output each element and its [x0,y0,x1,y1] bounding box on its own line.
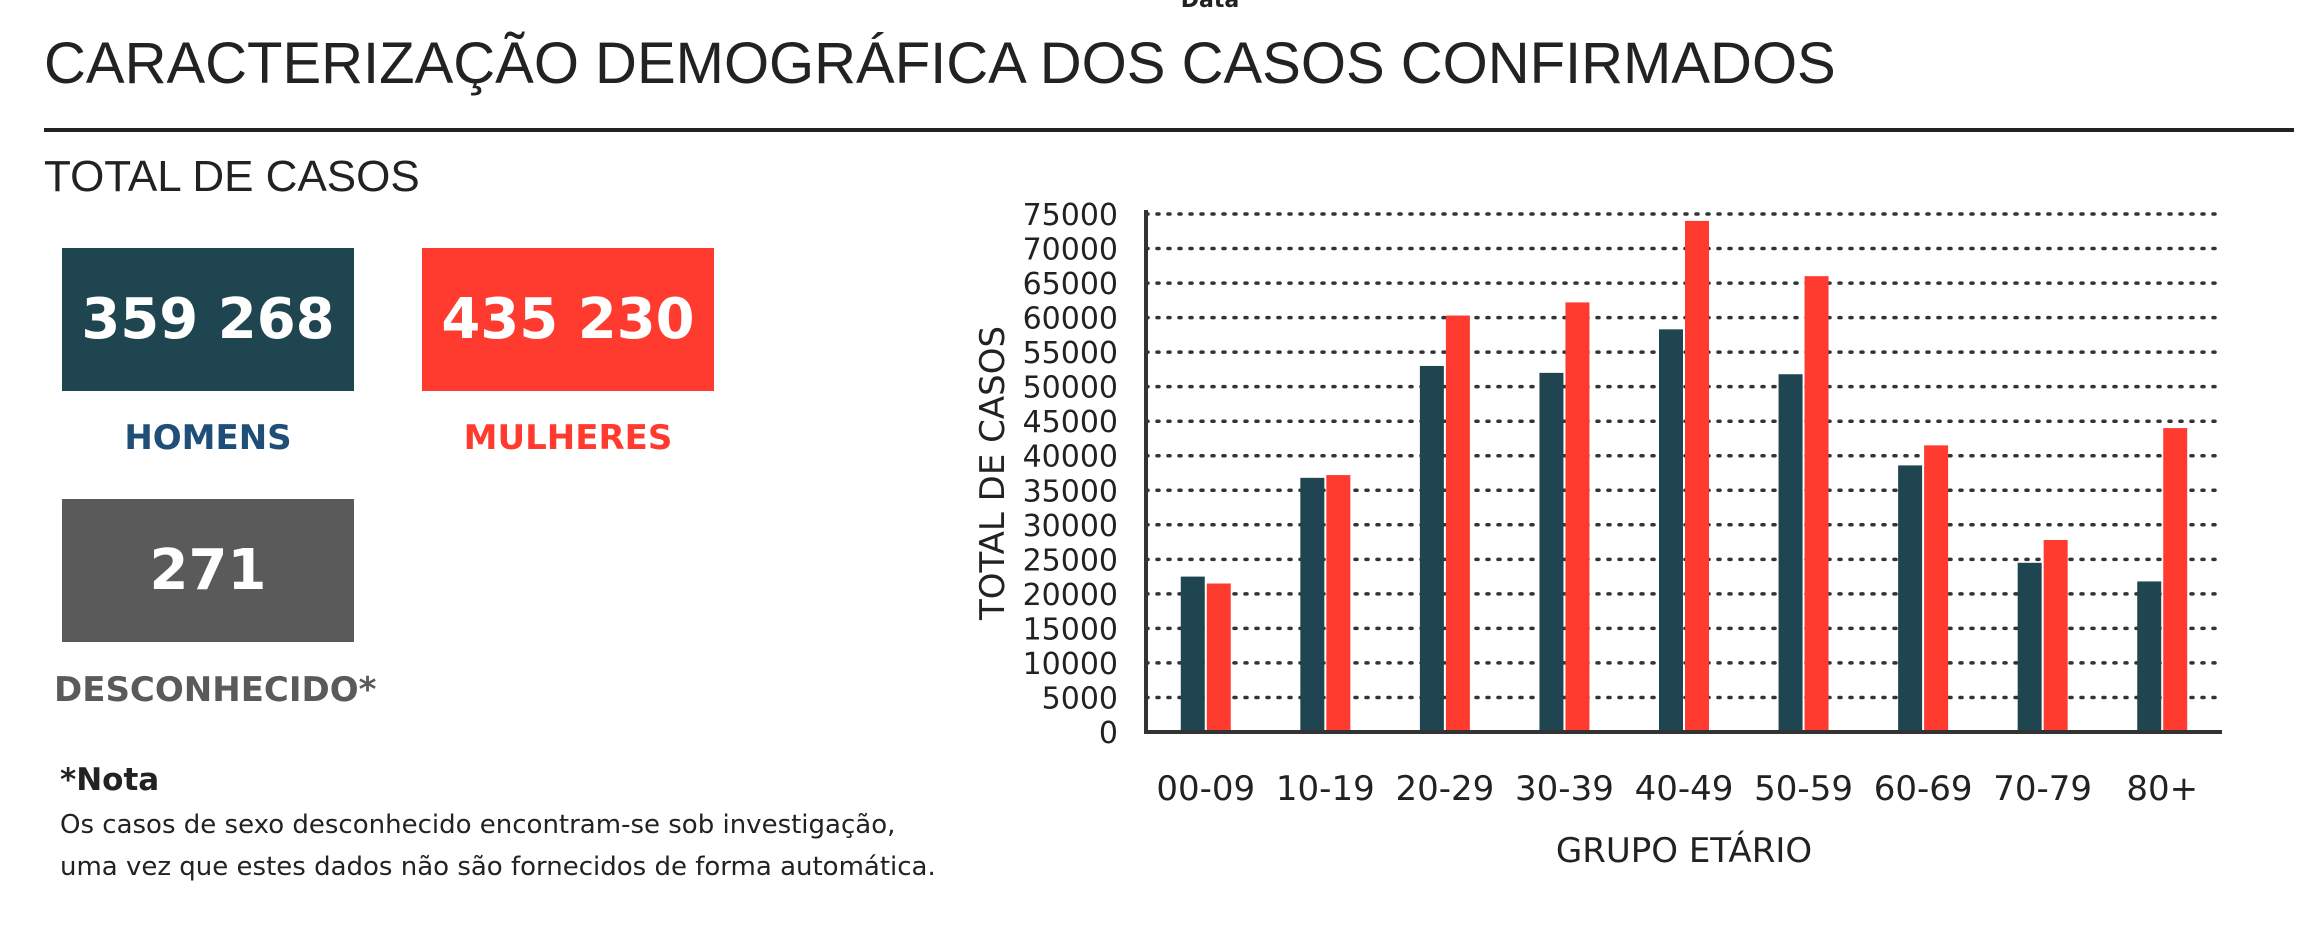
bar-series-2-80+ [2163,428,2188,732]
women-label: MULHERES [463,418,673,458]
bar-series-1-30-39 [1539,372,1564,732]
unknown-total-value: 271 [149,538,267,603]
x-tick-label: 40-49 [1635,769,1734,809]
note-heading: *Nota [60,762,160,798]
bar-series-2-40-49 [1685,220,1709,732]
chart-bars [1180,220,2188,732]
y-tick-label: 75000 [1023,198,1118,233]
x-axis-title: GRUPO ETÁRIO [1556,830,1812,871]
x-tick-label: 60-69 [1874,769,1973,809]
women-total-card: 435 230 [422,248,714,391]
bar-series-1-50-59 [1778,374,1803,732]
y-tick-label: 15000 [1023,612,1118,647]
bar-series-1-60-69 [1898,465,1923,732]
x-tick-label: 80+ [2126,769,2198,809]
bar-series-1-10-19 [1300,477,1325,732]
chart-labels: 0500010000150002000025000300003500040000… [973,198,2198,871]
page-title: CARACTERIZAÇÃO DEMOGRÁFICA DOS CASOS CON… [44,31,1836,96]
chart-gridlines [1144,212,2224,700]
y-tick-label: 10000 [1023,647,1118,682]
bar-series-2-30-39 [1565,302,1590,732]
bar-series-1-00-09 [1180,576,1205,732]
bar-series-2-60-69 [1924,445,1949,732]
y-tick-label: 30000 [1023,509,1118,544]
bar-series-2-10-19 [1326,475,1351,732]
note-line-1: Os casos de sexo desconhecido encontram-… [60,810,896,840]
unknown-total-card: 271 [62,499,354,642]
men-label: HOMENS [124,418,292,458]
y-tick-label: 0 [1099,716,1118,751]
y-tick-label: 25000 [1023,543,1118,578]
men-total-value: 359 268 [81,287,335,352]
x-tick-label: 50-59 [1754,769,1853,809]
bar-series-1-80+ [2137,581,2162,732]
x-tick-label: 30-39 [1515,769,1614,809]
x-tick-label: 70-79 [1993,769,2092,809]
x-tick-label: 00-09 [1156,769,1255,809]
bar-series-1-20-29 [1419,365,1444,732]
y-tick-label: 65000 [1023,267,1118,302]
y-tick-label: 55000 [1023,336,1118,371]
y-axis-title: TOTAL DE CASOS [973,326,1013,621]
bar-series-2-70-79 [2043,539,2068,732]
y-tick-label: 20000 [1023,578,1118,613]
x-tick-label: 10-19 [1276,769,1375,809]
bar-series-1-40-49 [1659,329,1683,732]
x-tick-label: 20-29 [1395,769,1494,809]
y-tick-label: 45000 [1023,405,1118,440]
chart-axes [1144,210,2222,734]
bar-series-2-00-09 [1206,583,1231,732]
women-total-value: 435 230 [441,287,695,352]
y-tick-label: 40000 [1023,440,1118,475]
y-tick-label: 70000 [1023,233,1118,268]
unknown-label: DESCONHECIDO* [54,670,377,710]
men-total-card: 359 268 [62,248,354,391]
section-title: TOTAL DE CASOS [44,152,420,201]
y-tick-label: 50000 [1023,371,1118,406]
top-cut-text: Data [1180,0,1240,13]
title-divider [44,128,2294,132]
y-tick-label: 5000 [1042,681,1118,716]
bar-series-2-20-29 [1445,315,1470,732]
note-line-2: uma vez que estes dados não são fornecid… [60,852,936,882]
y-tick-label: 35000 [1023,474,1118,509]
y-tick-label: 60000 [1023,302,1118,337]
bar-series-1-70-79 [2017,562,2042,732]
bar-series-2-50-59 [1804,276,1829,732]
